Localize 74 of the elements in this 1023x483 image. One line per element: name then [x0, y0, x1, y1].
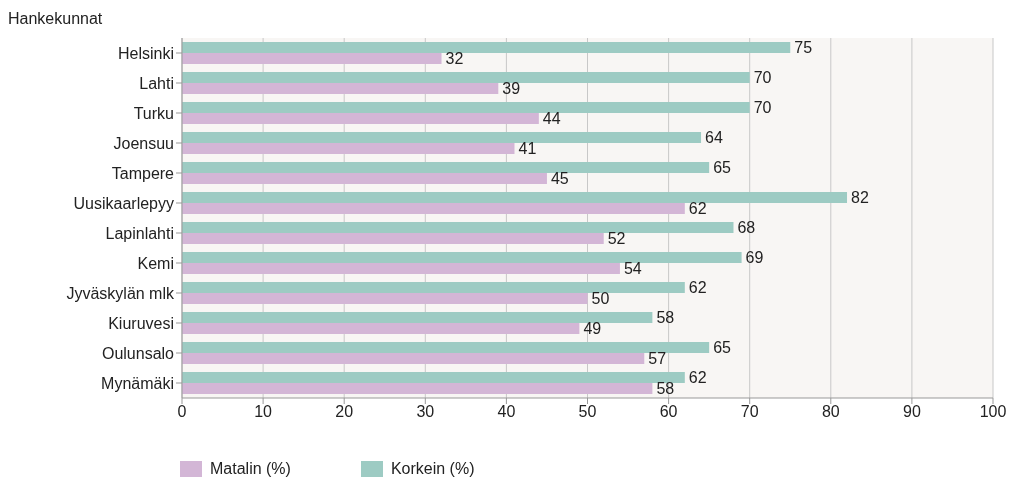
bar [182, 312, 653, 323]
x-tick-label: 70 [740, 403, 759, 421]
bar [182, 173, 547, 184]
x-tick-label: 20 [335, 403, 354, 421]
data-label: 52 [607, 230, 626, 248]
bar [182, 282, 685, 293]
y-tick-label: Jyväskylän mlk [66, 284, 175, 302]
legend-label: Korkein (%) [390, 460, 475, 478]
bar [182, 83, 499, 94]
bar [182, 132, 702, 143]
bar [182, 203, 685, 214]
data-label: 58 [656, 309, 675, 327]
bar [182, 233, 604, 244]
y-axis-title: Hankekunnat [8, 10, 103, 28]
y-tick-label: Turku [133, 104, 174, 122]
data-label: 62 [688, 369, 707, 387]
bar [182, 113, 539, 124]
data-label: 54 [623, 260, 642, 278]
data-label: 64 [705, 129, 723, 147]
data-label: 58 [656, 380, 675, 398]
x-tick-label: 30 [416, 403, 435, 421]
data-label: 68 [737, 219, 756, 237]
y-tick-label: Lapinlahti [105, 224, 174, 242]
data-label: 62 [688, 200, 707, 218]
data-label: 39 [502, 80, 521, 98]
x-tick-label: 50 [578, 403, 597, 421]
data-label: 41 [518, 140, 537, 158]
x-tick-label: 80 [821, 403, 840, 421]
bar [182, 353, 645, 364]
y-tick-label: Kiuruvesi [108, 314, 174, 332]
y-tick-label: Kemi [137, 254, 174, 272]
data-label: 50 [591, 290, 610, 308]
y-tick-label: Lahti [139, 74, 174, 92]
data-label: 65 [713, 339, 732, 357]
y-tick-label: Joensuu [113, 134, 174, 152]
x-tick-label: 10 [254, 403, 273, 421]
bar [182, 192, 848, 203]
bar [182, 42, 791, 53]
bar [182, 102, 750, 113]
bar [182, 72, 750, 83]
data-label: 65 [713, 159, 732, 177]
data-label: 82 [851, 189, 869, 207]
x-tick-label: 40 [497, 403, 516, 421]
bar [182, 342, 710, 353]
bar [182, 372, 685, 383]
bar [182, 323, 580, 334]
data-label: 45 [550, 170, 569, 188]
bar [182, 252, 742, 263]
x-tick-label: 90 [903, 403, 921, 421]
data-label: 62 [688, 279, 707, 297]
data-label: 70 [753, 99, 772, 117]
x-tick-label: 60 [659, 403, 678, 421]
data-label: 49 [583, 320, 602, 338]
x-tick-label: 100 [979, 403, 1007, 421]
bar [182, 143, 515, 154]
y-tick-label: Mynämäki [101, 374, 174, 392]
data-label: 69 [745, 249, 764, 267]
data-label: 32 [445, 50, 464, 68]
bar [182, 162, 710, 173]
bar [182, 222, 734, 233]
bar [182, 53, 442, 64]
bar [182, 383, 653, 394]
bar [182, 293, 588, 304]
legend-label: Matalin (%) [210, 460, 291, 478]
y-tick-label: Uusikaarlepyy [73, 194, 174, 212]
y-tick-label: Helsinki [117, 44, 174, 62]
y-tick-label: Tampere [111, 164, 175, 182]
data-label: 70 [753, 69, 772, 87]
bar [182, 263, 620, 274]
y-tick-label: Oulunsalo [101, 344, 175, 362]
data-label: 57 [648, 350, 667, 368]
data-label: 75 [794, 39, 813, 57]
data-label: 44 [542, 110, 561, 128]
x-tick-label: 0 [177, 403, 187, 421]
